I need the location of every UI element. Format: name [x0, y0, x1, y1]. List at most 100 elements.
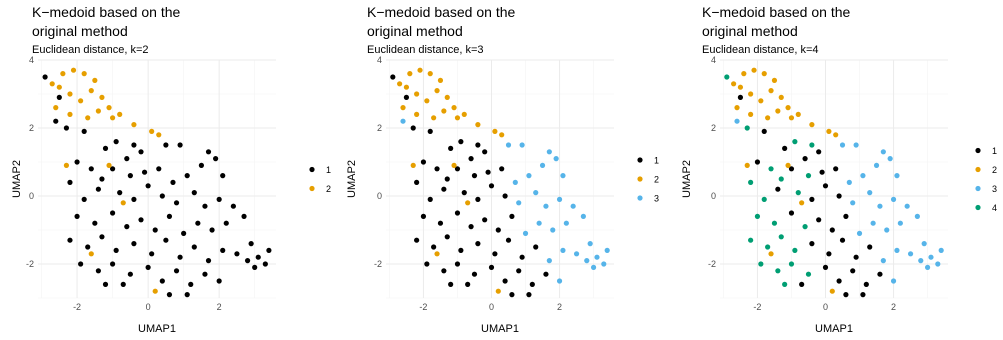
data-point [584, 258, 590, 264]
x-tick-label: 2 [891, 302, 896, 312]
data-point [92, 77, 98, 83]
data-point [441, 186, 447, 192]
data-point [816, 217, 822, 223]
data-point [846, 179, 852, 185]
data-point [809, 241, 815, 247]
data-point [434, 88, 440, 94]
data-point [775, 186, 781, 192]
data-point [546, 149, 552, 155]
data-point [897, 220, 903, 226]
chart-panel-3: -2 0 2 -2 0 2 4 K−medoid based on the original m… [681, 4, 997, 335]
data-point [417, 67, 423, 73]
data-point [877, 271, 883, 277]
x-tick-label: 2 [557, 302, 562, 312]
data-point [220, 173, 226, 179]
data-point [99, 234, 105, 240]
data-point [53, 105, 59, 111]
data-point [262, 261, 268, 267]
data-point [152, 227, 158, 233]
data-point [410, 162, 416, 168]
data-point [67, 111, 73, 117]
data-point [70, 67, 77, 73]
data-point [458, 247, 464, 253]
data-point [826, 251, 832, 257]
legend: 1 2 3 [637, 156, 659, 204]
series-2 [397, 67, 505, 294]
data-point [99, 94, 105, 100]
legend-label-2: 2 [326, 184, 331, 194]
data-point [488, 183, 495, 189]
data-point [580, 213, 586, 219]
x-tick-label: 2 [217, 302, 222, 312]
data-point [887, 156, 893, 162]
data-point [120, 281, 126, 287]
data-point [173, 200, 180, 206]
data-point [819, 169, 825, 175]
data-point [166, 213, 173, 219]
legend-key-4 [975, 204, 981, 211]
data-point [502, 193, 508, 199]
data-point [775, 268, 781, 274]
x-tick-label: 0 [489, 302, 494, 312]
data-point [485, 169, 491, 175]
data-point [758, 98, 764, 104]
data-point [748, 91, 754, 97]
legend-label-1: 1 [992, 146, 997, 156]
data-point [216, 278, 222, 284]
data-point [492, 128, 498, 134]
data-point [737, 94, 744, 100]
data-point [809, 122, 815, 128]
y-axis-label: UMAP2 [11, 160, 23, 198]
chart-title-line-2: original method [367, 23, 463, 39]
data-point [754, 213, 761, 219]
data-point [471, 173, 478, 179]
data-point [454, 210, 461, 216]
data-point [505, 142, 512, 148]
data-point [170, 179, 176, 185]
data-point [444, 234, 450, 240]
data-point [403, 84, 410, 90]
data-point [782, 281, 788, 287]
data-point [839, 237, 846, 243]
data-point [587, 241, 593, 247]
data-point [870, 220, 876, 226]
series-2 [49, 67, 162, 294]
data-point [67, 179, 73, 185]
data-point [434, 166, 440, 172]
data-point [131, 241, 137, 247]
data-point [454, 166, 461, 172]
data-point [181, 230, 187, 236]
data-point [839, 142, 846, 148]
data-point [56, 84, 62, 90]
data-point [113, 139, 119, 145]
data-point [85, 244, 91, 250]
data-point [509, 292, 515, 298]
data-point [856, 230, 863, 236]
data-point [163, 237, 169, 243]
data-point [81, 71, 87, 77]
data-point [822, 183, 829, 189]
data-point [468, 156, 474, 162]
data-point [731, 81, 737, 87]
data-point [67, 91, 73, 97]
chart-panel-2: -2 0 2 -2 0 2 4 K−medoid based on the original m… [346, 4, 659, 335]
data-point [938, 247, 944, 253]
chart-panel-1: -2 0 2 -2 0 2 4 K−medoid based on the original m… [11, 4, 331, 335]
data-point [809, 196, 815, 202]
legend-key-2 [975, 166, 981, 173]
data-point [512, 179, 518, 185]
x-tick-label: -2 [753, 302, 761, 312]
data-point [120, 200, 126, 206]
x-tick-label: 0 [823, 302, 828, 312]
data-point [241, 213, 247, 219]
data-point [543, 203, 549, 209]
data-point [209, 227, 215, 233]
data-point [131, 142, 137, 148]
data-point [95, 108, 101, 114]
y-tick-label: -2 [708, 259, 716, 269]
data-point [88, 251, 94, 257]
data-point [191, 244, 197, 250]
data-point [145, 183, 151, 189]
data-point [414, 237, 420, 243]
data-point [754, 159, 761, 165]
